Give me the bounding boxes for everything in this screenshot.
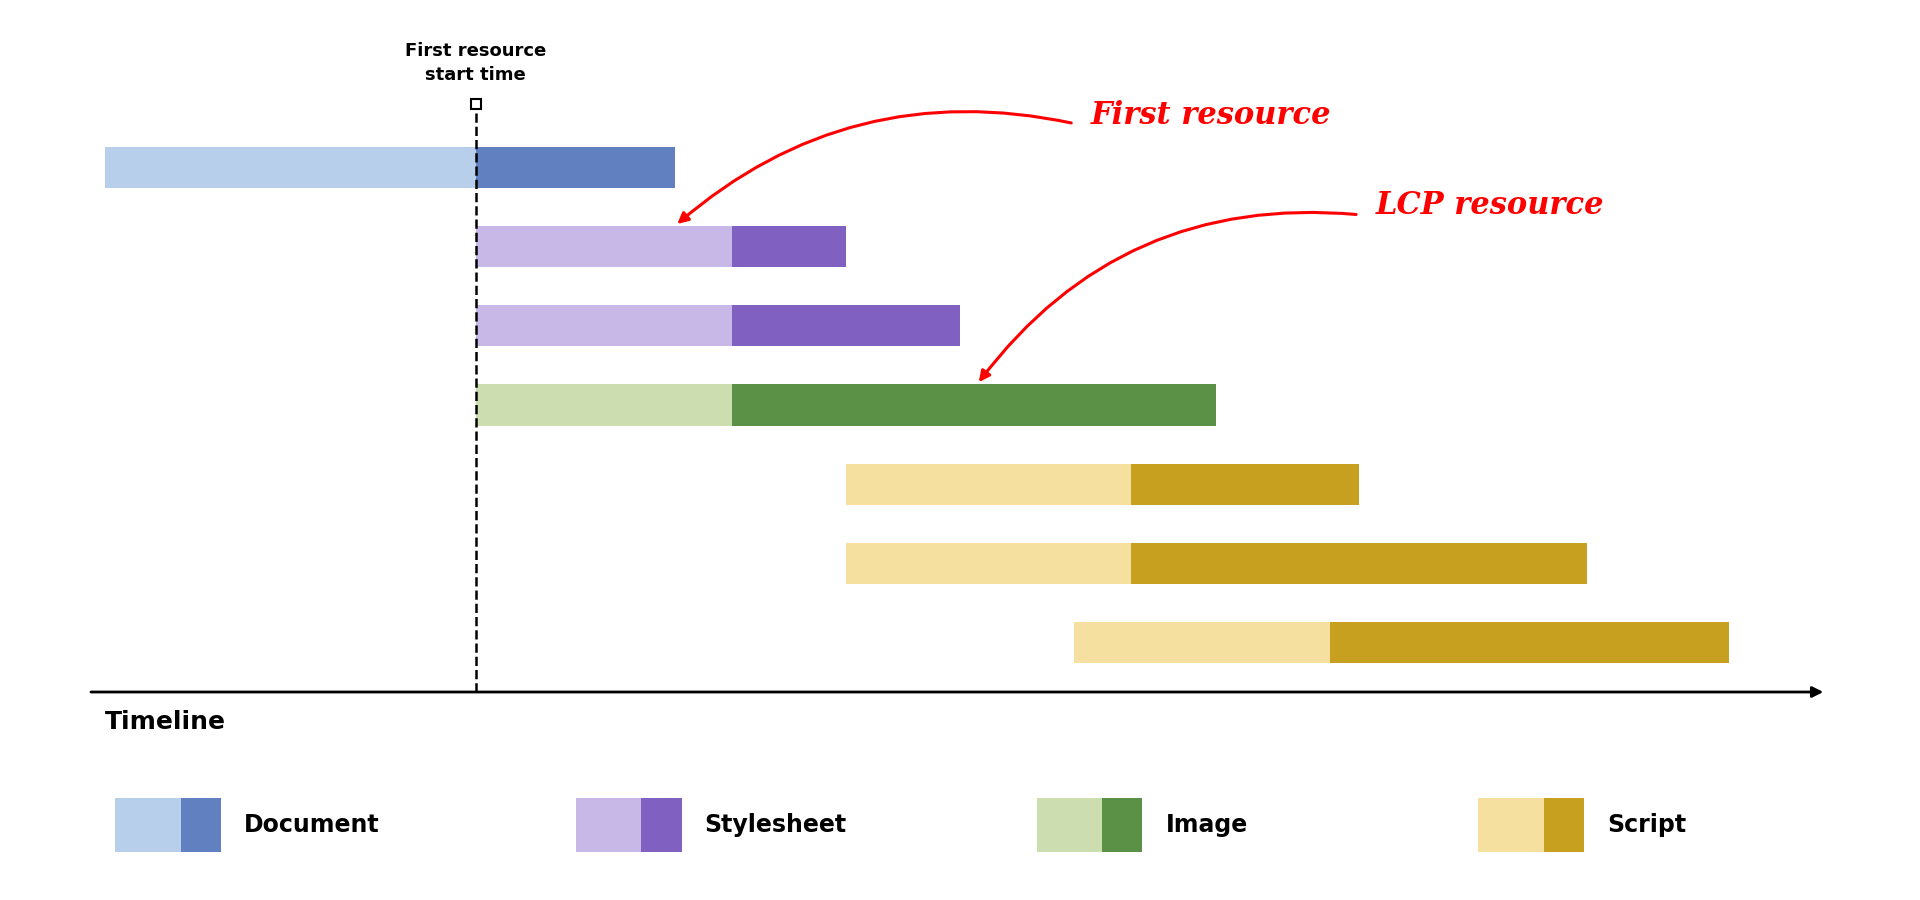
Text: Stylesheet: Stylesheet — [705, 813, 847, 837]
Bar — [732, 226, 847, 267]
Bar — [1073, 622, 1331, 663]
Bar — [1131, 464, 1359, 505]
Bar — [1544, 797, 1584, 852]
Bar — [476, 305, 732, 346]
Text: LCP resource: LCP resource — [1377, 190, 1605, 220]
Bar — [576, 797, 641, 852]
Text: Timeline: Timeline — [106, 710, 227, 734]
Text: First resource
start time: First resource start time — [405, 42, 547, 84]
Bar — [476, 226, 732, 267]
Bar — [732, 384, 1217, 426]
Bar — [115, 797, 180, 852]
Text: Document: Document — [244, 813, 380, 837]
Text: Image: Image — [1165, 813, 1248, 837]
Bar — [1331, 622, 1730, 663]
Text: First resource: First resource — [1091, 100, 1332, 131]
Bar — [732, 305, 960, 346]
Bar — [1478, 797, 1544, 852]
Bar — [1037, 797, 1102, 852]
Bar — [847, 543, 1131, 584]
Bar — [641, 797, 682, 852]
Text: Script: Script — [1607, 813, 1686, 837]
Bar — [476, 147, 676, 188]
Bar — [106, 147, 476, 188]
Bar — [847, 464, 1131, 505]
Bar — [476, 384, 732, 426]
Bar — [180, 797, 221, 852]
Bar — [1102, 797, 1142, 852]
Bar — [1131, 543, 1586, 584]
